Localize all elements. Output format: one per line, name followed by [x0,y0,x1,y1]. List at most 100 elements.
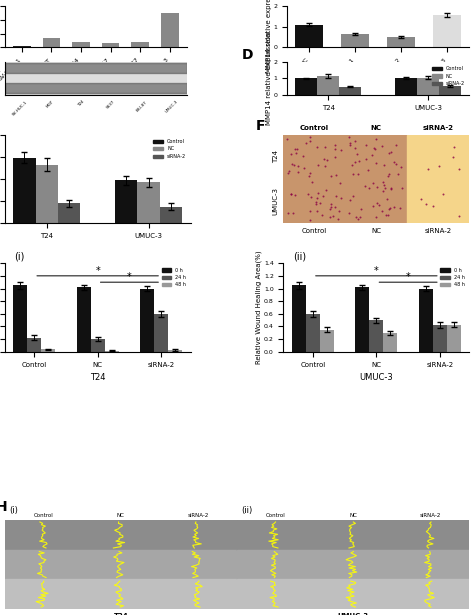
Text: (ii): (ii) [242,506,253,515]
Point [368,150,376,160]
Point [291,161,298,170]
Bar [137,182,160,223]
Bar [417,77,439,95]
Point [372,159,380,169]
Point [288,189,295,199]
Point [332,140,339,150]
Text: siRNA-2: siRNA-2 [188,512,209,518]
Point [302,138,310,148]
Point [356,212,363,221]
Bar [13,46,31,47]
Point [455,164,463,174]
Bar [161,13,179,47]
Point [287,189,294,199]
Point [378,206,386,216]
Point [300,151,307,161]
Text: SV-HUC-1: SV-HUC-1 [11,100,28,116]
Bar [317,76,339,95]
Point [362,140,370,150]
Text: GAPDH: GAPDH [0,82,1,87]
Point [384,210,392,220]
Bar [447,325,461,352]
Bar [339,87,361,95]
Point [369,201,377,211]
Bar [295,25,323,47]
Point [329,211,337,221]
Text: BIU-87: BIU-87 [135,100,147,113]
Point [304,189,312,199]
Point [345,208,353,218]
Point [316,198,324,208]
Point [365,183,373,193]
Text: T24: T24 [113,613,128,615]
Bar [131,42,149,47]
Text: Control: Control [34,512,53,518]
Point [371,143,378,153]
Text: (ii): (ii) [293,252,306,261]
Legend: Control, NC, siRNA-2: Control, NC, siRNA-2 [430,65,467,88]
Point [320,154,328,164]
Point [385,204,392,214]
Point [328,171,335,181]
Text: UMUC-3: UMUC-3 [337,613,369,615]
Legend: 0 h, 24 h, 48 h: 0 h, 24 h, 48 h [438,266,467,290]
Point [328,199,335,208]
Bar [154,314,168,352]
Point [354,169,362,179]
Bar [168,350,182,352]
Point [386,204,394,213]
Point [313,142,320,152]
Point [314,188,322,198]
Point [373,182,381,192]
Point [312,199,320,208]
Point [422,199,430,208]
Point [309,177,316,186]
Point [384,171,392,181]
Point [396,203,403,213]
Point [285,166,292,176]
Text: MMP14: MMP14 [0,69,1,74]
Point [351,136,359,146]
Point [380,180,388,190]
Point [398,183,405,193]
Point [417,194,425,204]
Point [336,206,343,216]
Point [375,200,383,210]
Point [385,169,393,179]
Point [383,194,391,204]
Point [319,210,326,220]
Point [349,169,357,179]
Bar [439,85,461,95]
Point [439,189,447,199]
Point [380,161,388,170]
Point [381,183,389,193]
Point [354,149,361,159]
Point [364,165,372,175]
Point [331,202,339,212]
Point [306,136,314,146]
Text: NC: NC [371,125,382,131]
Y-axis label: Relative Wound Healing Area(%): Relative Wound Healing Area(%) [256,251,263,364]
Point [321,142,328,152]
Text: H: H [0,501,7,514]
Point [346,196,354,205]
Point [323,155,330,165]
Bar [91,339,105,352]
Point [390,202,398,212]
Point [312,197,319,207]
Point [378,141,386,151]
Point [397,162,405,172]
Bar [5,550,237,579]
Point [294,167,301,177]
Bar [346,179,407,223]
Text: Control: Control [266,512,285,518]
Point [379,186,386,196]
Bar [5,84,187,93]
Point [374,198,381,208]
Bar [356,287,369,352]
Point [332,144,339,154]
Point [291,190,298,200]
Point [306,132,314,142]
Point [392,159,400,169]
Bar [43,38,60,47]
